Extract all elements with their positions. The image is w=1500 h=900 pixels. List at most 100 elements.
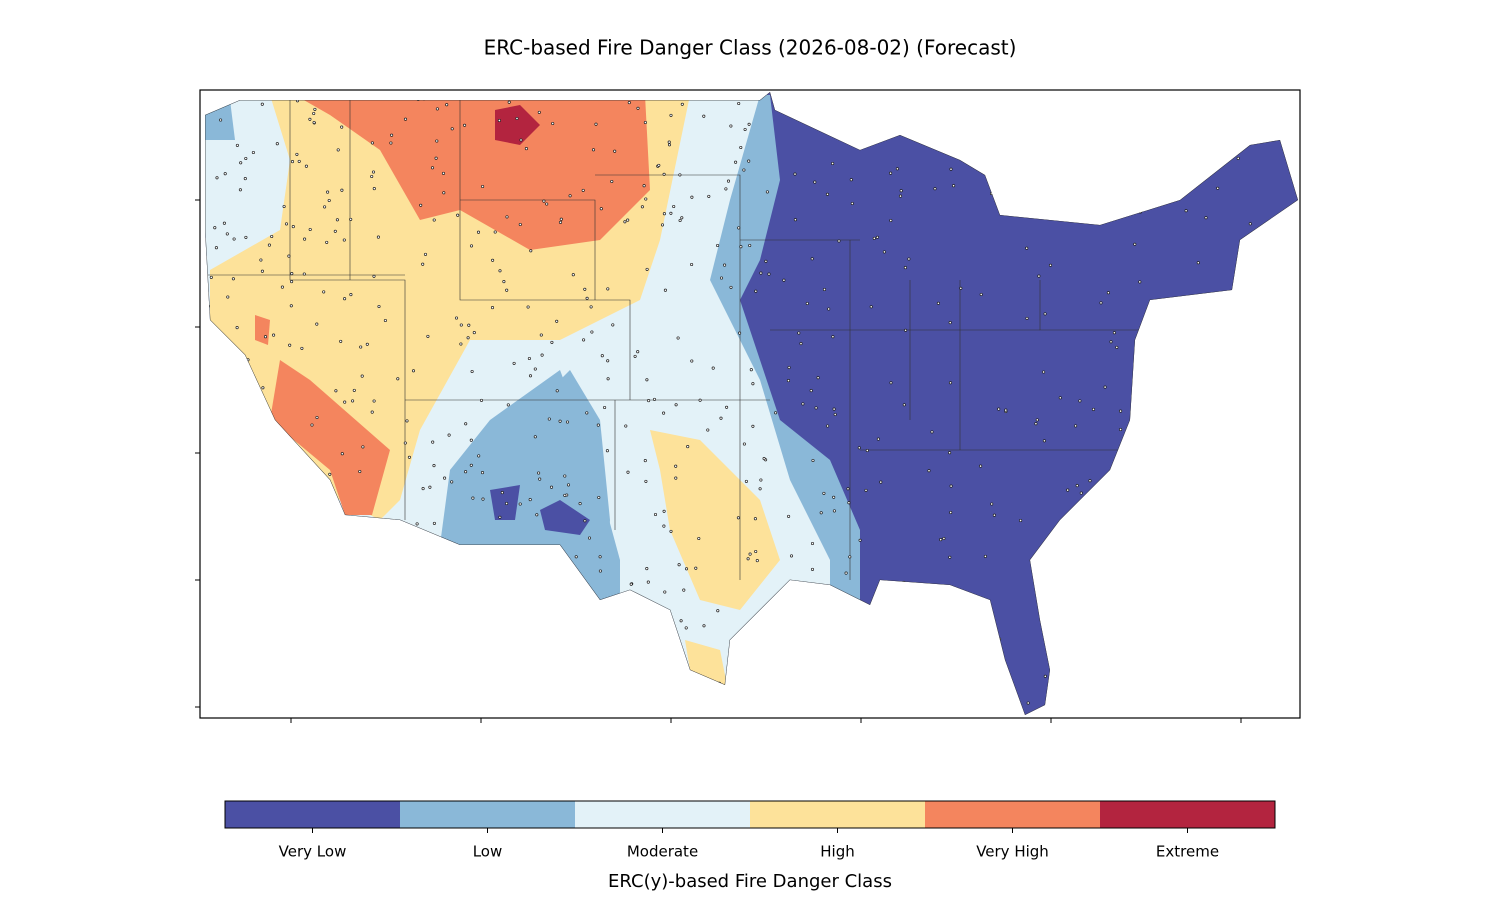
station [238,188,242,192]
station [450,127,454,131]
station [774,411,778,415]
station [248,610,252,614]
station [231,277,235,281]
station [404,608,408,612]
station [654,616,658,620]
station [1035,418,1039,422]
station [419,203,423,207]
station [1066,488,1070,492]
station [360,374,364,378]
station [800,590,804,594]
colorbar-tick-label: Extreme [1156,843,1219,861]
station [376,235,380,239]
station [587,536,592,540]
station [748,243,752,248]
station [1196,565,1200,570]
station [313,584,317,588]
station [326,190,330,194]
station [1138,280,1142,284]
station [342,238,346,242]
station [300,346,304,350]
station [263,335,268,339]
station [662,172,666,176]
station [827,307,831,311]
station [754,289,758,293]
station [570,705,574,710]
station [476,701,480,705]
station [857,446,861,450]
station [1208,486,1212,490]
station [644,197,648,201]
station [702,114,706,118]
station [412,608,416,612]
station [459,323,463,327]
station [711,366,715,370]
station [479,398,484,402]
station [653,512,658,517]
station [205,409,209,414]
station [1041,139,1045,143]
station [513,613,517,617]
station [583,287,587,291]
station [585,411,589,415]
station [225,232,229,236]
station [535,513,539,517]
station [1002,708,1007,712]
station [423,557,427,561]
station [497,118,501,123]
station [361,651,365,655]
station [1267,405,1272,409]
station [1248,222,1252,226]
station [759,478,763,482]
station [865,448,869,453]
station [677,563,681,567]
station [490,306,495,310]
station [1252,586,1256,590]
station [466,336,470,340]
station [1164,628,1168,632]
station [491,258,495,262]
station [464,422,468,426]
state-line [460,199,596,300]
station [948,555,952,559]
station [810,257,814,261]
station [467,323,471,327]
station [1103,385,1107,389]
station [260,102,264,106]
station [506,403,510,407]
station [930,430,934,434]
station [1079,163,1083,167]
station [1049,207,1053,211]
station [787,365,791,370]
station [312,120,316,125]
station [748,552,752,556]
station [864,143,868,147]
station [830,676,834,680]
station [816,376,820,380]
station [904,328,908,332]
station [1260,111,1264,115]
station [813,180,817,184]
station [269,645,273,649]
station [1185,423,1189,427]
station [476,230,481,234]
station [370,410,374,414]
station [663,288,667,292]
danger-region [540,500,590,535]
station [287,254,291,258]
station [381,613,385,617]
station [228,448,233,452]
station [585,296,589,300]
station [645,267,649,271]
station [882,250,886,254]
station [411,369,416,373]
station [1106,291,1110,295]
station [1204,216,1208,220]
station [819,511,823,515]
station [1112,135,1116,139]
station [676,336,680,340]
station [590,592,594,596]
station [739,245,743,249]
station [738,331,742,335]
station [505,501,509,506]
